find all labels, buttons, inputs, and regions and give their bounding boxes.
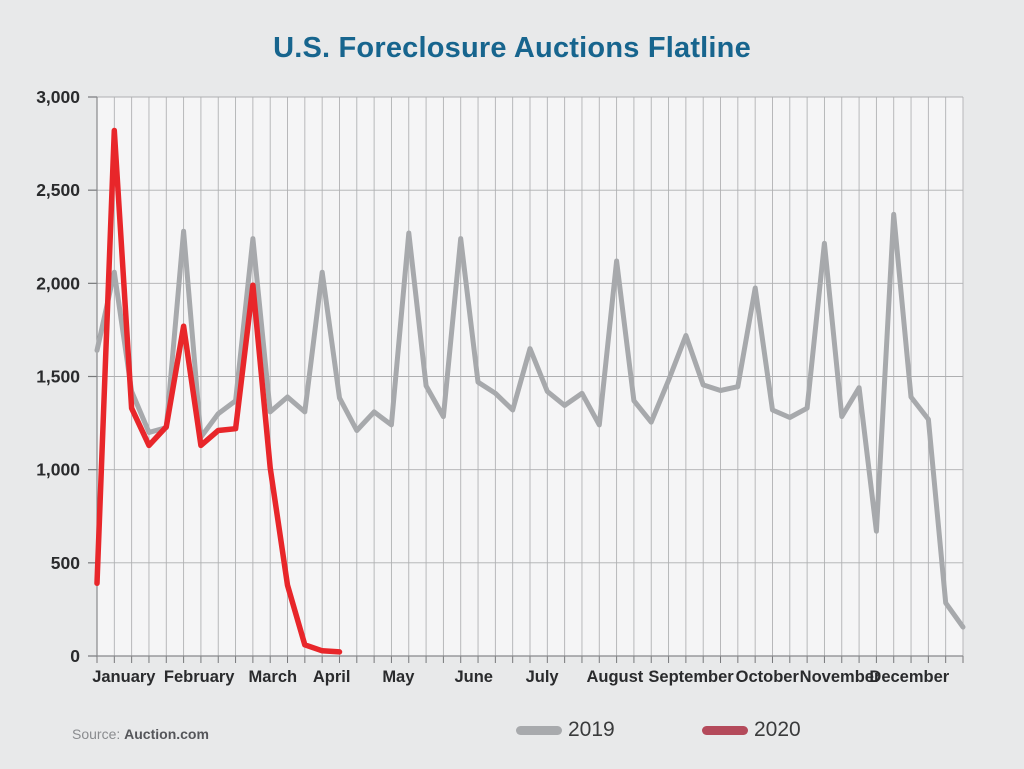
series-line-2020 <box>94 127 343 655</box>
chart-title: U.S. Foreclosure Auctions Flatline <box>273 32 751 64</box>
source-attribution: Source: Auction.com <box>72 726 209 742</box>
legend-label-2019: 2019 <box>568 718 615 741</box>
month-label-november: November <box>800 668 881 686</box>
y-axis-label: 500 <box>51 553 80 573</box>
y-axis-label: 1,000 <box>36 460 80 480</box>
legend-item-2019: 2019 <box>516 718 626 754</box>
series-line-2019 <box>94 211 966 630</box>
source-label: Source: <box>72 726 121 742</box>
month-label-september: September <box>648 668 734 686</box>
y-axis-label: 3,000 <box>36 87 80 107</box>
month-label-february: February <box>164 668 235 686</box>
month-label-december: December <box>869 668 949 686</box>
y-axis-label: 1,500 <box>36 367 80 387</box>
month-label-january: January <box>92 668 156 686</box>
chart-footer: Source: Auction.com 2019 2020 <box>0 718 1024 754</box>
month-label-june: June <box>454 668 493 686</box>
source-value: Auction.com <box>124 726 209 742</box>
month-label-march: March <box>248 668 297 686</box>
legend-item-2020: 2020 <box>702 718 812 754</box>
legend-swatch-2020 <box>702 726 748 735</box>
legend-swatch-2019 <box>516 726 562 735</box>
month-label-august: August <box>586 668 643 686</box>
y-axis-label: 2,500 <box>36 180 80 200</box>
y-axis-label: 2,000 <box>36 273 80 293</box>
y-axis-label: 0 <box>70 646 80 666</box>
month-label-july: July <box>526 668 560 686</box>
legend-label-2020: 2020 <box>754 718 801 741</box>
month-label-may: May <box>382 668 415 686</box>
month-label-october: October <box>736 668 800 686</box>
month-label-april: April <box>313 668 351 686</box>
